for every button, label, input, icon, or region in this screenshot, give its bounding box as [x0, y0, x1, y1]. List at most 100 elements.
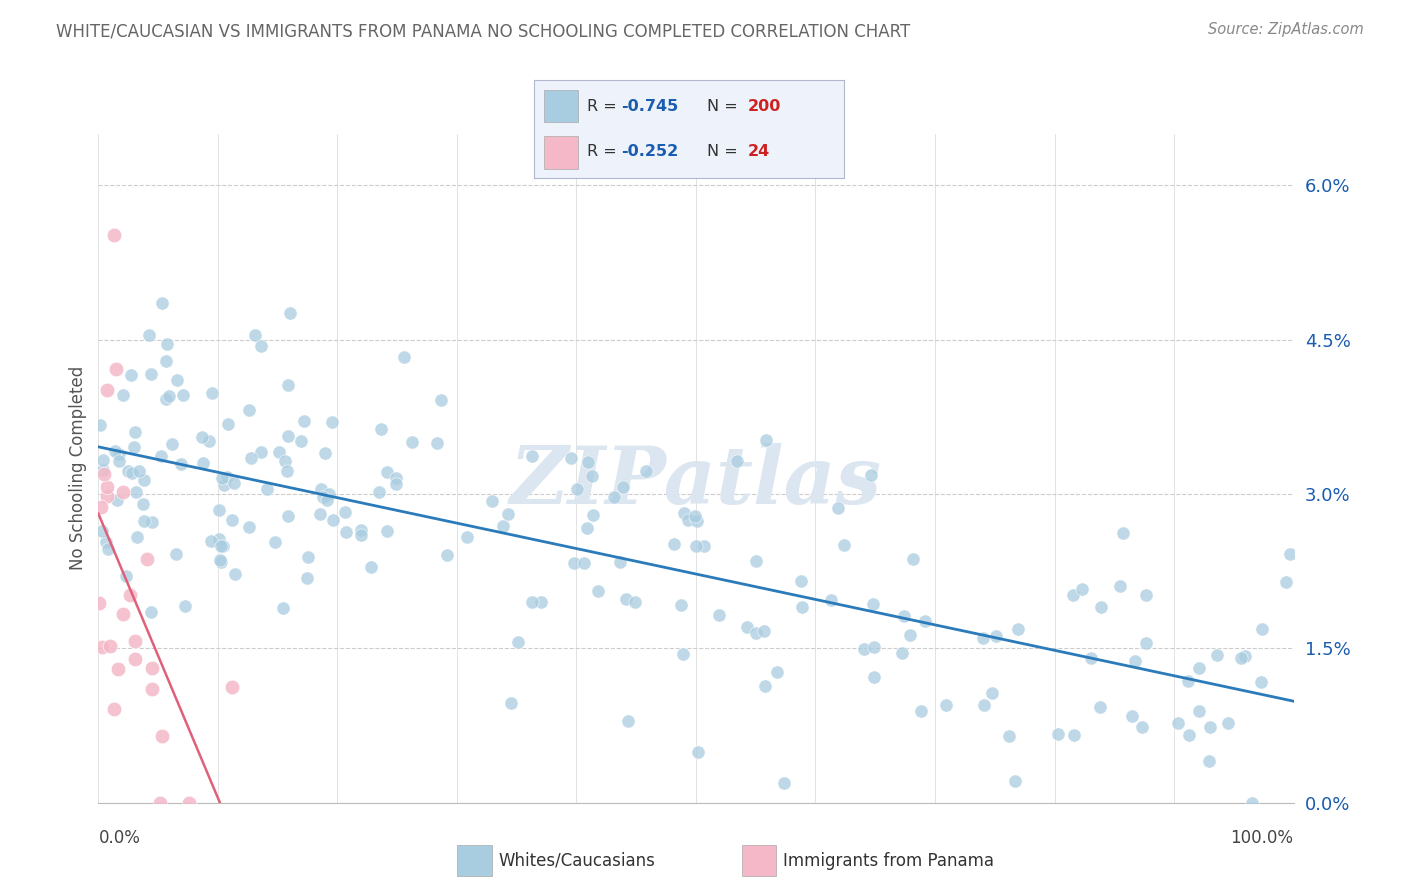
- Point: [274, 454, 297, 468]
- Point: [200, 385, 222, 400]
- Point: [240, 450, 263, 465]
- Point: [496, 507, 519, 521]
- Point: [827, 500, 849, 515]
- FancyBboxPatch shape: [544, 90, 578, 122]
- Point: [624, 595, 647, 609]
- Point: [277, 429, 299, 443]
- Point: [107, 662, 129, 676]
- Point: [350, 527, 373, 541]
- Point: [685, 540, 707, 554]
- Point: [360, 559, 382, 574]
- Point: [1198, 754, 1220, 768]
- Point: [138, 328, 160, 343]
- Point: [197, 434, 219, 449]
- Point: [278, 306, 301, 320]
- Text: R =: R =: [586, 99, 621, 114]
- Point: [135, 551, 157, 566]
- Point: [121, 466, 143, 480]
- Point: [901, 552, 924, 566]
- Point: [672, 506, 695, 520]
- Point: [211, 540, 233, 554]
- Point: [385, 471, 408, 485]
- Text: -0.745: -0.745: [621, 99, 678, 114]
- Point: [209, 539, 232, 553]
- Point: [1279, 547, 1302, 561]
- Point: [160, 437, 183, 451]
- Point: [520, 449, 543, 463]
- Point: [1177, 673, 1199, 688]
- Point: [122, 440, 145, 454]
- Point: [1250, 675, 1272, 690]
- Point: [754, 679, 776, 693]
- FancyBboxPatch shape: [742, 846, 776, 876]
- Point: [686, 514, 709, 528]
- Point: [297, 550, 319, 565]
- Point: [157, 389, 180, 403]
- Point: [124, 652, 146, 666]
- Point: [271, 601, 294, 615]
- Point: [212, 478, 235, 492]
- Point: [211, 471, 233, 485]
- Point: [96, 535, 118, 549]
- Point: [155, 337, 177, 351]
- Point: [1062, 588, 1084, 602]
- Point: [401, 435, 423, 450]
- Point: [208, 553, 231, 567]
- Point: [314, 445, 336, 459]
- Point: [614, 592, 637, 607]
- Point: [107, 454, 129, 468]
- Point: [292, 414, 315, 428]
- Point: [686, 745, 709, 759]
- Text: 24: 24: [748, 145, 770, 160]
- Text: Immigrants from Panama: Immigrants from Panama: [783, 852, 994, 870]
- Point: [1198, 720, 1220, 734]
- Point: [91, 463, 114, 477]
- Point: [89, 418, 111, 433]
- Point: [862, 598, 884, 612]
- Point: [309, 482, 332, 496]
- Point: [862, 640, 884, 654]
- Point: [224, 566, 246, 581]
- Point: [603, 490, 626, 504]
- Point: [1063, 728, 1085, 742]
- Point: [456, 530, 478, 544]
- Point: [725, 453, 748, 467]
- Point: [335, 524, 357, 539]
- Point: [200, 534, 222, 549]
- Point: [90, 500, 112, 514]
- Point: [375, 465, 398, 479]
- Text: N =: N =: [707, 145, 744, 160]
- Point: [149, 450, 172, 464]
- Point: [1080, 651, 1102, 665]
- Point: [1274, 575, 1296, 590]
- Point: [124, 425, 146, 440]
- Point: [91, 524, 114, 539]
- Point: [852, 641, 875, 656]
- Text: -0.252: -0.252: [621, 145, 678, 160]
- Text: 100.0%: 100.0%: [1230, 829, 1294, 847]
- Point: [91, 640, 114, 654]
- Point: [256, 483, 278, 497]
- Point: [264, 534, 287, 549]
- Point: [111, 607, 134, 622]
- Point: [586, 583, 609, 598]
- Point: [316, 493, 339, 508]
- Point: [89, 596, 111, 610]
- Point: [914, 614, 936, 628]
- Point: [107, 447, 129, 461]
- Point: [893, 609, 915, 624]
- Point: [120, 368, 142, 383]
- Point: [322, 513, 344, 527]
- Point: [309, 508, 332, 522]
- Point: [998, 729, 1021, 743]
- Point: [224, 475, 246, 490]
- Point: [96, 383, 118, 397]
- Point: [529, 595, 551, 609]
- Point: [120, 588, 142, 602]
- Point: [139, 605, 162, 619]
- FancyBboxPatch shape: [544, 136, 578, 169]
- Point: [208, 503, 231, 517]
- Point: [1230, 651, 1253, 665]
- Point: [581, 469, 603, 483]
- Text: WHITE/CAUCASIAN VS IMMIGRANTS FROM PANAMA NO SCHOOLING COMPLETED CORRELATION CHA: WHITE/CAUCASIAN VS IMMIGRANTS FROM PANAM…: [56, 22, 911, 40]
